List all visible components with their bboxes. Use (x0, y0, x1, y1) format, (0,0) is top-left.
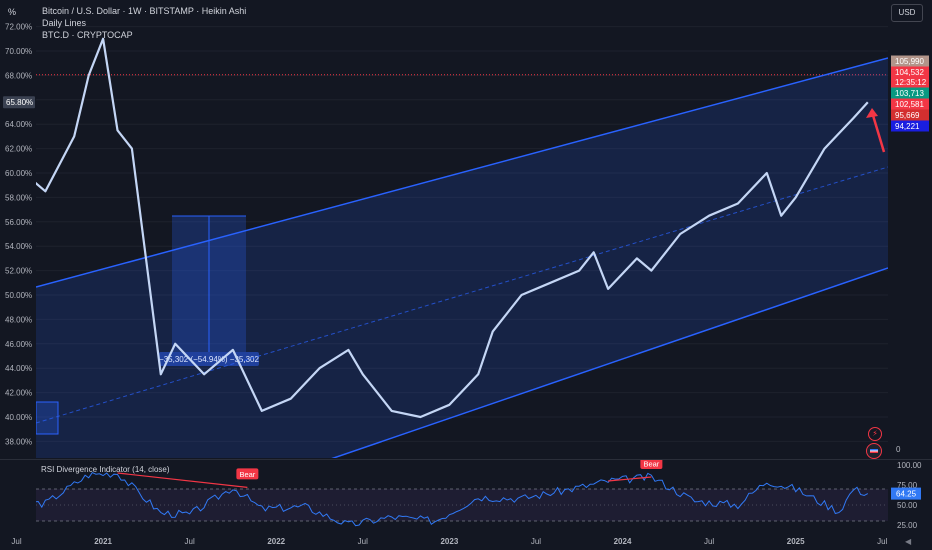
bear-divergence-line (608, 476, 652, 482)
price-tag (891, 87, 929, 99)
x-axis-tick: 2021 (94, 537, 112, 546)
rsi-axis-tick: 25.00 (897, 521, 918, 530)
left-axis-tick: 68.00% (5, 71, 32, 80)
price-label: 105,990 (895, 57, 924, 66)
channel-fill (36, 58, 888, 458)
measure-label: −35,302 (−54.94%) −35,302 (159, 355, 259, 364)
rsi-indicator-title[interactable]: RSI Divergence Indicator (14, close) (41, 465, 170, 474)
price-tag (891, 98, 929, 110)
left-axis-tick: 50.00% (5, 291, 32, 300)
left-axis-tick: 46.00% (5, 340, 32, 349)
symbol-title: Bitcoin / U.S. Dollar · 1W · BITSTAMP · … (42, 6, 247, 16)
overlay-btcd[interactable]: BTC.D · CRYPTOCAP (42, 30, 133, 40)
right-axis-tick: 0 (896, 445, 901, 454)
us-flag-icon[interactable] (866, 443, 882, 459)
chart-legend: Bitcoin / U.S. Dollar · 1W · BITSTAMP · … (42, 5, 246, 41)
left-axis-tick: 72.00% (5, 23, 32, 32)
left-axis-tick: 42.00% (5, 389, 32, 398)
left-axis-tick: 62.00% (5, 145, 32, 154)
x-axis-tick: 2025 (787, 537, 805, 546)
left-axis-tick: 54.00% (5, 242, 32, 251)
rsi-axis-tick: 100.00 (897, 461, 922, 470)
arrow-head-icon (866, 108, 878, 118)
left-axis-tick: 58.00% (5, 193, 32, 202)
left-axis-tick: 70.00% (5, 47, 32, 56)
bear-tag (640, 460, 663, 469)
price-tag (891, 109, 929, 121)
left-axis-tick: 60.00% (5, 169, 32, 178)
bear-divergence-line (117, 472, 248, 488)
price-label: 94,221 (895, 122, 920, 131)
price-label: 103,713 (895, 89, 924, 98)
btcd-line (36, 37, 869, 419)
x-axis-tick: Jul (531, 537, 541, 546)
channel-lower-line (331, 267, 888, 458)
scroll-right-icon[interactable]: ◀ (905, 537, 912, 546)
x-axis-tick: Jul (704, 537, 714, 546)
x-axis-tick: Jul (358, 537, 368, 546)
left-box (36, 401, 59, 435)
rsi-band (36, 489, 888, 521)
x-axis-tick: 2022 (267, 537, 285, 546)
price-label: 95,669 (895, 111, 920, 120)
x-axis-tick: Jul (185, 537, 195, 546)
rsi-axis-tick: 75.00 (897, 481, 918, 490)
left-current-label: 65.80% (6, 98, 33, 107)
left-axis-tick: 48.00% (5, 315, 32, 324)
price-tag (891, 66, 929, 78)
price-tag (891, 120, 929, 132)
left-axis-tick: 64.00% (5, 120, 32, 129)
measure-tag (159, 352, 259, 366)
bear-tag (236, 468, 259, 480)
arrow-annotation (870, 111, 886, 153)
indicator-daily-lines[interactable]: Daily Lines (42, 18, 87, 28)
left-current-tag (3, 96, 35, 109)
rsi-line (36, 471, 869, 527)
left-axis-tick: 56.00% (5, 218, 32, 227)
left-axis-tick: 38.00% (5, 437, 32, 446)
rsi-axis-tick: 50.00 (897, 501, 918, 510)
lightning-icon[interactable]: ⚡ (868, 427, 882, 441)
bear-label: Bear (239, 470, 255, 479)
price-tag (891, 76, 929, 88)
x-axis-tick: Jul (11, 537, 21, 546)
price-tag (891, 55, 929, 67)
channel-mid-line (36, 166, 888, 424)
channel-upper-line (36, 57, 888, 288)
bear-label: Bear (643, 460, 659, 469)
x-axis-tick: Jul (877, 537, 887, 546)
left-axis-tick: 44.00% (5, 364, 32, 373)
x-axis-tick: 2023 (440, 537, 458, 546)
rsi-current-label: 64.25 (896, 490, 917, 499)
percent-scale-button[interactable]: % (7, 7, 16, 17)
currency-button[interactable]: USD (891, 4, 923, 22)
left-axis-tick: 52.00% (5, 267, 32, 276)
price-label: 102,581 (895, 100, 924, 109)
price-label: 12:35:12 (895, 78, 927, 87)
rsi-current-tag (891, 487, 921, 500)
price-label: 104,532 (895, 68, 924, 77)
left-axis-tick: 40.00% (5, 413, 32, 422)
x-axis-tick: 2024 (614, 537, 632, 546)
